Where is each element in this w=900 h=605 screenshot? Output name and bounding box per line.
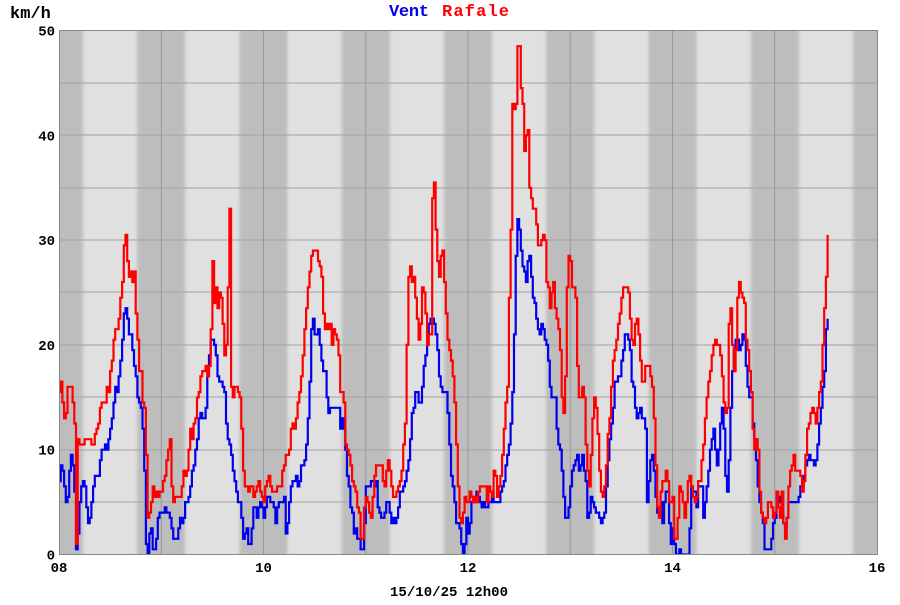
svg-text:30: 30 [38,234,55,250]
svg-text:0: 0 [47,549,55,565]
svg-text:10: 10 [38,444,55,460]
svg-text:km/h: km/h [10,5,51,24]
svg-text:10: 10 [255,561,272,577]
svg-text:Rafale: Rafale [442,3,509,22]
svg-text:50: 50 [38,25,55,41]
svg-text:Vent: Vent [389,3,429,22]
svg-text:40: 40 [38,129,55,145]
svg-text:20: 20 [38,339,55,355]
svg-text:15/10/25 12h00: 15/10/25 12h00 [390,585,508,600]
svg-text:14: 14 [664,561,681,577]
svg-text:08: 08 [51,561,68,577]
svg-text:16: 16 [869,561,886,577]
svg-text:12: 12 [460,561,477,577]
